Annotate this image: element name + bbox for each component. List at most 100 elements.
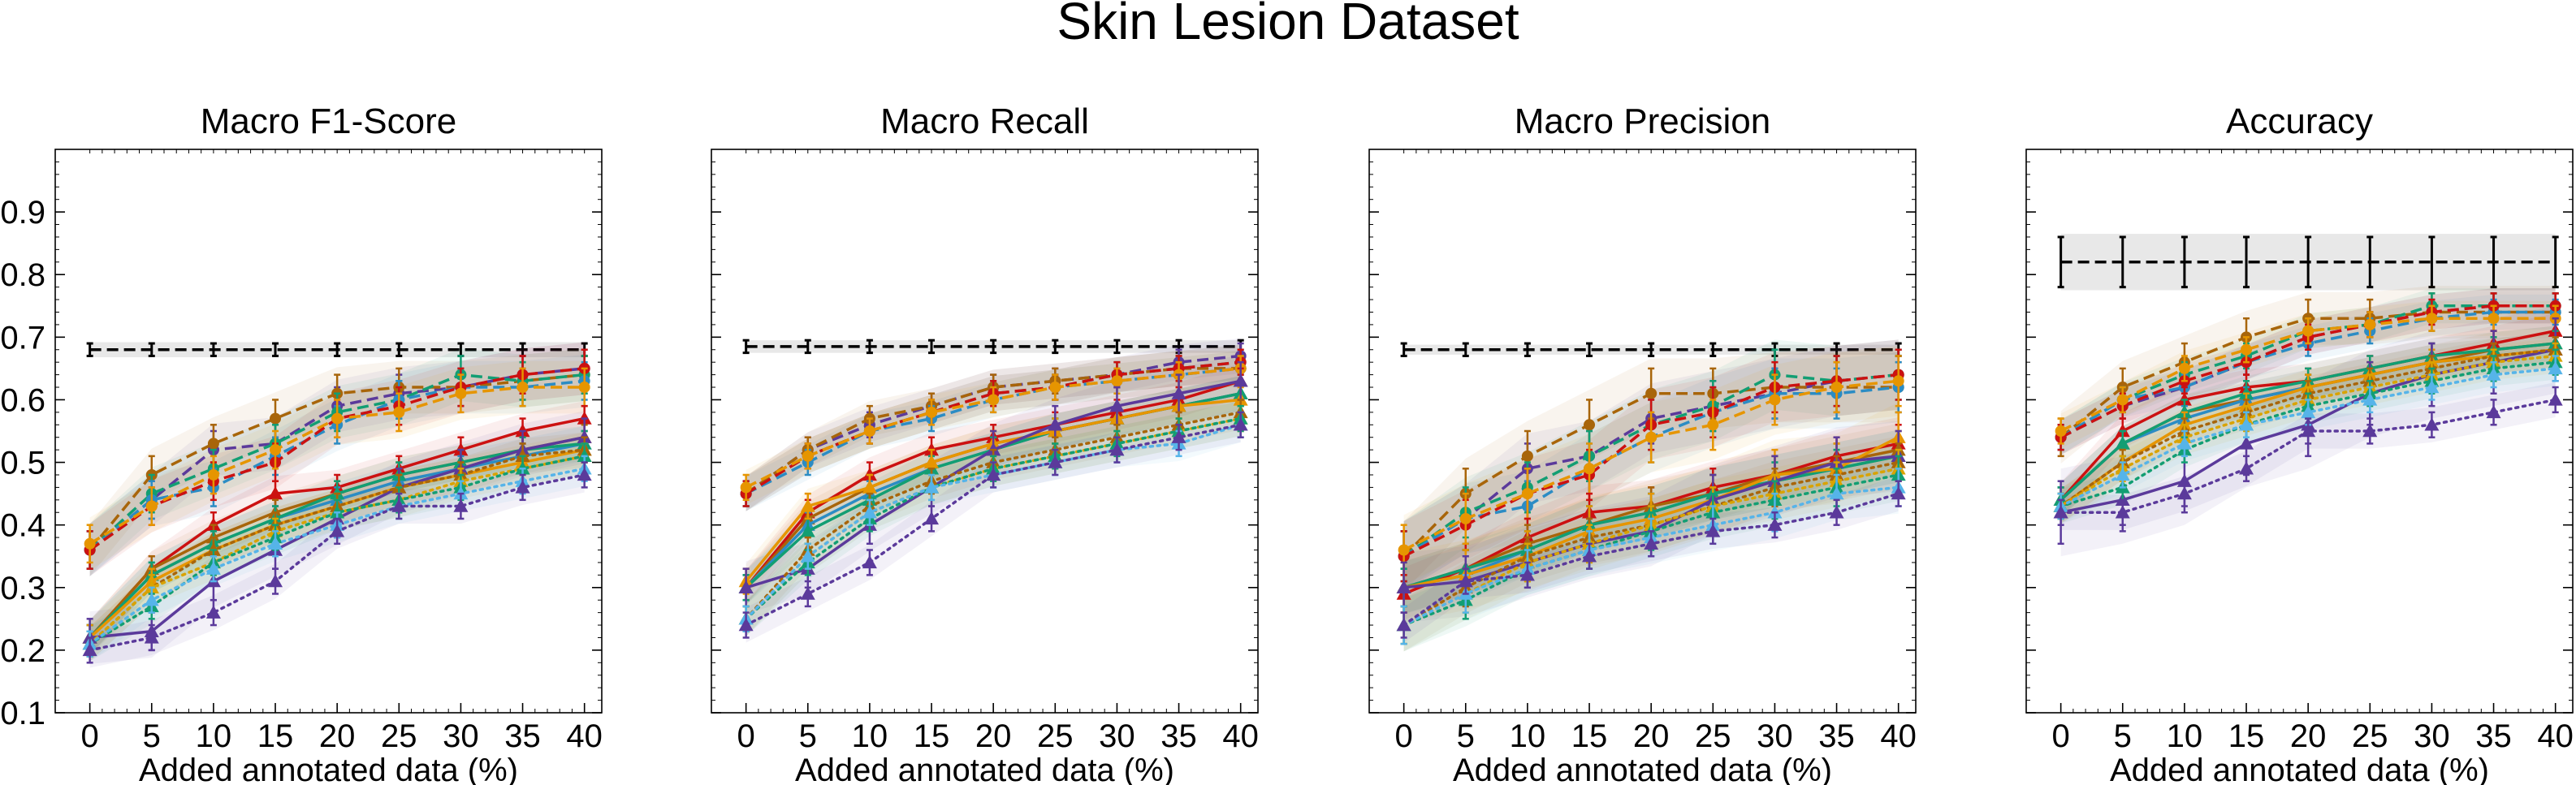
data-point (924, 511, 940, 525)
chart-panel-3: 0 5 10 15 20 25 30 35 40 Macro Precision Added ann… (1368, 101, 1917, 785)
data-point (1767, 517, 1783, 531)
data-point (1521, 488, 1533, 500)
y-tick-label: 0.5 (0, 446, 45, 481)
data-point (1582, 549, 1597, 563)
x-tick-label: 30 (2414, 718, 2450, 754)
x-tick-label: 5 (1457, 718, 1475, 754)
x-tick-label: 35 (2475, 718, 2512, 754)
data-point (84, 537, 96, 550)
data-point (1396, 618, 1411, 632)
data-point (207, 438, 219, 450)
plot-frame (54, 149, 603, 714)
data-point (207, 468, 219, 481)
data-point (738, 580, 754, 593)
y-tick-label: 0.4 (0, 508, 45, 544)
data-point (1644, 536, 1659, 550)
y-tick-label: 0.9 (0, 195, 45, 231)
x-tick-label: 5 (2114, 718, 2132, 754)
panel-title: Macro Recall (880, 101, 1089, 141)
data-point (2115, 436, 2130, 450)
x-tick-label: 15 (914, 718, 950, 754)
plot-frame (2025, 149, 2574, 714)
plot-frame (711, 149, 1259, 714)
data-point (515, 480, 530, 494)
data-point (1891, 486, 1906, 500)
series-17 (1396, 480, 1906, 639)
figure-title: Skin Lesion Dataset (1057, 0, 1519, 50)
data-point (2487, 313, 2500, 325)
data-point (205, 561, 221, 575)
data-point (268, 536, 283, 550)
data-point (1233, 417, 1248, 431)
x-tick-label: 10 (852, 718, 888, 754)
data-point (1048, 455, 1063, 468)
series-17 (738, 411, 1248, 639)
data-point (270, 412, 282, 425)
data-point (1459, 512, 1472, 524)
series-line (89, 373, 585, 551)
data-point (2239, 436, 2254, 450)
data-point (2176, 486, 2192, 500)
series-line (2060, 304, 2556, 439)
data-point (1519, 567, 1535, 581)
y-tick-label: 0.3 (0, 571, 45, 606)
data-point (2239, 461, 2254, 475)
series-band (746, 407, 1241, 636)
panel-title: Macro Precision (1515, 101, 1770, 141)
x-tick-label: 10 (196, 718, 232, 754)
data-point (2178, 362, 2190, 374)
x-tick-label: 30 (1757, 718, 1793, 754)
series-band (2060, 326, 2556, 518)
data-point (1829, 486, 1844, 500)
x-tick-label: 40 (2537, 718, 2574, 754)
y-tick-label: 0.1 (0, 696, 45, 731)
data-point (1171, 386, 1186, 399)
x-tick-label: 30 (1099, 718, 1135, 754)
data-point (986, 467, 1001, 481)
y-tick-label: 0.2 (0, 633, 45, 669)
data-point (2364, 318, 2376, 330)
data-point (802, 450, 814, 462)
data-point (924, 480, 940, 494)
data-point (516, 382, 529, 394)
series-band (746, 407, 1241, 643)
series-band (2060, 294, 2556, 455)
series-line (1403, 379, 1899, 552)
chart-panel-4: 0 5 10 15 20 25 30 35 40 Accuracy Added annotated … (2025, 101, 2574, 785)
chart-panel-1: 0 5 10 15 20 25 30 35 40 0.1 0.2 0.3 0.4 0.5 0.6 0.7 0.8… (0, 101, 603, 785)
y-tick-label: 0.6 (0, 382, 45, 418)
x-tick-label: 25 (1037, 718, 1074, 754)
data-point (862, 480, 877, 494)
data-point (862, 505, 877, 519)
data-point (2486, 367, 2501, 381)
data-point (2362, 424, 2378, 438)
data-point (1109, 399, 1125, 412)
data-point (391, 498, 407, 512)
series-6 (740, 355, 1247, 502)
data-point (740, 481, 752, 494)
data-point (2302, 325, 2315, 337)
data-point (1645, 431, 1658, 443)
data-point (1707, 419, 1719, 431)
data-point (738, 618, 754, 632)
x-tick-label: 40 (1880, 718, 1917, 754)
x-tick-label: 20 (319, 718, 356, 754)
x-tick-label: 5 (799, 718, 817, 754)
series-6 (84, 367, 590, 564)
data-point (145, 500, 158, 512)
data-point (1048, 417, 1063, 431)
series-line (1402, 467, 1900, 627)
x-tick-label: 0 (1395, 718, 1413, 754)
series-band (746, 395, 1241, 636)
data-point (455, 387, 467, 399)
panel-title: Accuracy (2226, 101, 2373, 141)
data-point (2424, 380, 2440, 394)
data-point (268, 574, 283, 588)
x-tick-label: 25 (1695, 718, 1731, 754)
x-tick-label: 35 (504, 718, 541, 754)
data-point (2486, 404, 2501, 419)
data-point (1829, 505, 1844, 519)
data-point (1109, 442, 1125, 456)
data-point (578, 382, 590, 394)
data-point (2548, 360, 2563, 375)
